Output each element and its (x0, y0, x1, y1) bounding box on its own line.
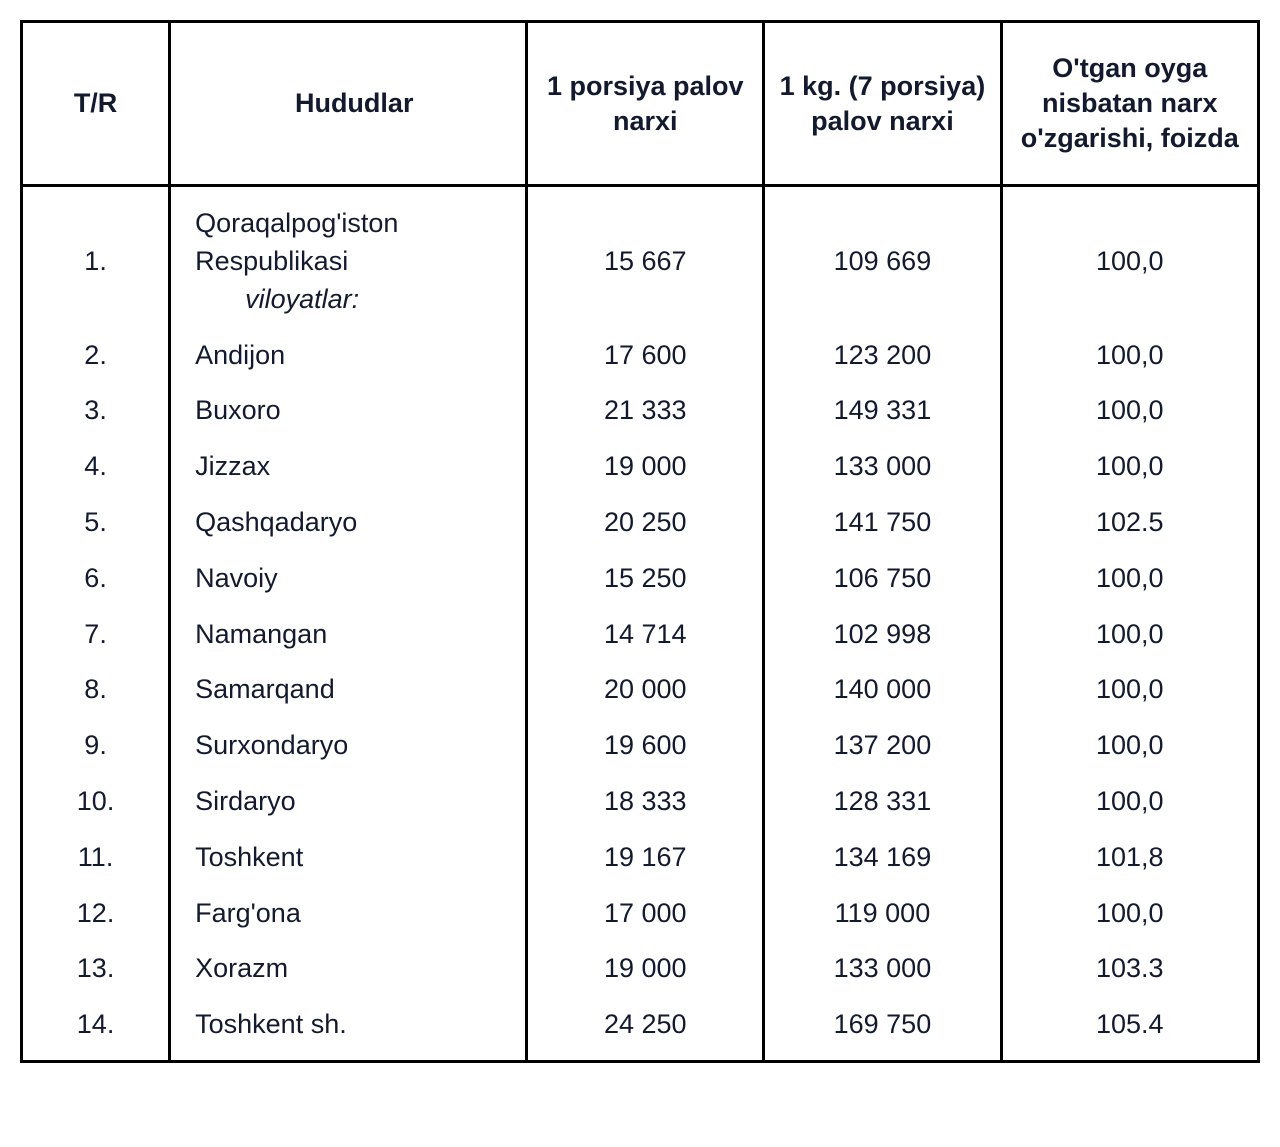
table-row: 14. Toshkent sh. 24 250 169 750 105.4 (22, 997, 1259, 1061)
cell-portion: 19 167 (527, 830, 764, 886)
table-row: 3. Buxoro 21 333 149 331 100,0 (22, 383, 1259, 439)
price-table: T/R Hududlar 1 porsiya palov narxi 1 kg.… (20, 20, 1260, 1063)
cell-num: 12. (22, 886, 170, 942)
cell-portion: 19 600 (527, 718, 764, 774)
cell-change: 103.3 (1001, 941, 1258, 997)
cell-change: 100,0 (1001, 551, 1258, 607)
cell-kg: 141 750 (764, 495, 1001, 551)
cell-change: 100,0 (1001, 383, 1258, 439)
col-header-region: Hududlar (170, 22, 527, 186)
cell-portion: 20 250 (527, 495, 764, 551)
cell-num: 3. (22, 383, 170, 439)
col-header-kg: 1 kg. (7 porsiya) palov narxi (764, 22, 1001, 186)
cell-kg: 102 998 (764, 607, 1001, 663)
cell-portion: 19 000 (527, 941, 764, 997)
cell-change: 102.5 (1001, 495, 1258, 551)
cell-change: 100,0 (1001, 439, 1258, 495)
cell-region: Jizzax (170, 439, 527, 495)
cell-portion: 14 714 (527, 607, 764, 663)
region-line1: Qoraqalpog'iston (195, 205, 507, 243)
table-header-row: T/R Hududlar 1 porsiya palov narxi 1 kg.… (22, 22, 1259, 186)
table-row: 5. Qashqadaryo 20 250 141 750 102.5 (22, 495, 1259, 551)
cell-kg: 133 000 (764, 439, 1001, 495)
col-header-portion: 1 porsiya palov narxi (527, 22, 764, 186)
table-row: 7. Namangan 14 714 102 998 100,0 (22, 607, 1259, 663)
cell-region: Farg'ona (170, 886, 527, 942)
cell-region: Sirdaryo (170, 774, 527, 830)
cell-region: Buxoro (170, 383, 527, 439)
cell-portion: 17 600 (527, 328, 764, 384)
cell-num: 1. (22, 186, 170, 328)
cell-kg: 133 000 (764, 941, 1001, 997)
cell-kg: 109 669 (764, 186, 1001, 328)
cell-change: 100,0 (1001, 886, 1258, 942)
table-row: 6. Navoiy 15 250 106 750 100,0 (22, 551, 1259, 607)
cell-num: 11. (22, 830, 170, 886)
cell-region: Samarqand (170, 662, 527, 718)
table-row: 10. Sirdaryo 18 333 128 331 100,0 (22, 774, 1259, 830)
cell-kg: 149 331 (764, 383, 1001, 439)
cell-change: 100,0 (1001, 718, 1258, 774)
cell-num: 8. (22, 662, 170, 718)
cell-num: 10. (22, 774, 170, 830)
cell-num: 2. (22, 328, 170, 384)
cell-region: Navoiy (170, 551, 527, 607)
cell-kg: 169 750 (764, 997, 1001, 1061)
cell-kg: 128 331 (764, 774, 1001, 830)
cell-region: Toshkent sh. (170, 997, 527, 1061)
cell-portion: 19 000 (527, 439, 764, 495)
cell-change: 101,8 (1001, 830, 1258, 886)
cell-portion: 24 250 (527, 997, 764, 1061)
cell-region: Toshkent (170, 830, 527, 886)
table-row: 1. Qoraqalpog'iston Respublikasi viloyat… (22, 186, 1259, 328)
cell-num: 13. (22, 941, 170, 997)
cell-portion: 15 667 (527, 186, 764, 328)
cell-region: Xorazm (170, 941, 527, 997)
region-line2: Respublikasi (195, 243, 507, 281)
cell-kg: 106 750 (764, 551, 1001, 607)
cell-kg: 123 200 (764, 328, 1001, 384)
cell-portion: 18 333 (527, 774, 764, 830)
region-multiline: Qoraqalpog'iston Respublikasi viloyatlar… (195, 205, 507, 318)
cell-region: Qoraqalpog'iston Respublikasi viloyatlar… (170, 186, 527, 328)
cell-change: 100,0 (1001, 774, 1258, 830)
cell-kg: 137 200 (764, 718, 1001, 774)
cell-num: 4. (22, 439, 170, 495)
cell-portion: 20 000 (527, 662, 764, 718)
table-row: 12. Farg'ona 17 000 119 000 100,0 (22, 886, 1259, 942)
cell-region: Namangan (170, 607, 527, 663)
cell-change: 100,0 (1001, 186, 1258, 328)
price-table-wrapper: T/R Hududlar 1 porsiya palov narxi 1 kg.… (20, 20, 1260, 1063)
cell-num: 9. (22, 718, 170, 774)
cell-num: 6. (22, 551, 170, 607)
cell-region: Andijon (170, 328, 527, 384)
cell-portion: 15 250 (527, 551, 764, 607)
cell-region: Surxondaryo (170, 718, 527, 774)
cell-kg: 119 000 (764, 886, 1001, 942)
col-header-num: T/R (22, 22, 170, 186)
cell-portion: 21 333 (527, 383, 764, 439)
cell-change: 100,0 (1001, 662, 1258, 718)
cell-change: 105.4 (1001, 997, 1258, 1061)
table-row: 8. Samarqand 20 000 140 000 100,0 (22, 662, 1259, 718)
cell-region: Qashqadaryo (170, 495, 527, 551)
cell-kg: 140 000 (764, 662, 1001, 718)
table-row: 9. Surxondaryo 19 600 137 200 100,0 (22, 718, 1259, 774)
cell-portion: 17 000 (527, 886, 764, 942)
region-line3: viloyatlar: (195, 281, 507, 319)
cell-change: 100,0 (1001, 607, 1258, 663)
table-row: 13. Xorazm 19 000 133 000 103.3 (22, 941, 1259, 997)
table-row: 4. Jizzax 19 000 133 000 100,0 (22, 439, 1259, 495)
cell-change: 100,0 (1001, 328, 1258, 384)
table-body: 1. Qoraqalpog'iston Respublikasi viloyat… (22, 186, 1259, 1062)
cell-kg: 134 169 (764, 830, 1001, 886)
table-row: 11. Toshkent 19 167 134 169 101,8 (22, 830, 1259, 886)
cell-num: 7. (22, 607, 170, 663)
col-header-change: O'tgan oyga nisbatan narx o'zgarishi, fo… (1001, 22, 1258, 186)
cell-num: 5. (22, 495, 170, 551)
cell-num: 14. (22, 997, 170, 1061)
table-row: 2. Andijon 17 600 123 200 100,0 (22, 328, 1259, 384)
